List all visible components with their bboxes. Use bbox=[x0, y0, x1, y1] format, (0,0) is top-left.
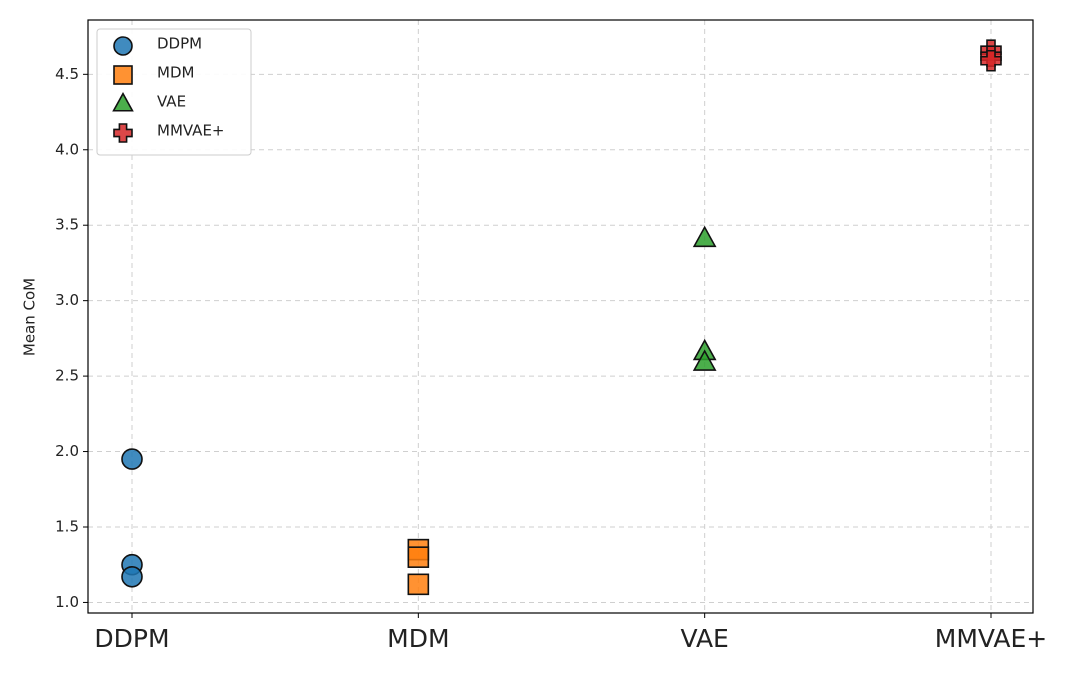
legend-marker bbox=[112, 91, 134, 112]
x-tick-label: DDPM bbox=[94, 624, 169, 653]
legend: DDPM MDM VAE MMVAE+ bbox=[96, 28, 252, 156]
point bbox=[980, 49, 1002, 72]
y-tick-label: 3.0 bbox=[55, 291, 79, 309]
plot-frame bbox=[87, 19, 1034, 614]
point bbox=[121, 448, 143, 470]
point bbox=[121, 565, 143, 588]
legend-label: MDM bbox=[157, 64, 194, 82]
y-tick-label: 2.5 bbox=[55, 367, 79, 385]
legend-label: VAE bbox=[157, 93, 186, 111]
point bbox=[692, 349, 717, 371]
legend-marker bbox=[113, 36, 133, 56]
y-tick-label: 3.5 bbox=[55, 216, 79, 234]
x-tick-label: MMVAE+ bbox=[935, 624, 1048, 653]
y-tick-label: 1.5 bbox=[55, 517, 79, 535]
legend-label: DDPM bbox=[157, 35, 202, 53]
legend-box bbox=[96, 28, 252, 156]
point bbox=[407, 573, 430, 596]
y-tick-label: 4.0 bbox=[55, 140, 79, 158]
y-tick-label: 2.0 bbox=[55, 442, 79, 460]
legend-label: MMVAE+ bbox=[157, 122, 225, 140]
point bbox=[407, 546, 430, 568]
point bbox=[692, 225, 717, 248]
y-tick-label: 4.5 bbox=[55, 65, 79, 83]
x-tick-label: VAE bbox=[680, 624, 728, 653]
y-tick-label: 1.0 bbox=[55, 593, 79, 611]
legend-marker bbox=[113, 123, 133, 143]
y-axis-label: Mean CoM bbox=[21, 278, 39, 356]
x-tick-label: MDM bbox=[387, 624, 449, 653]
legend-marker bbox=[113, 65, 133, 85]
